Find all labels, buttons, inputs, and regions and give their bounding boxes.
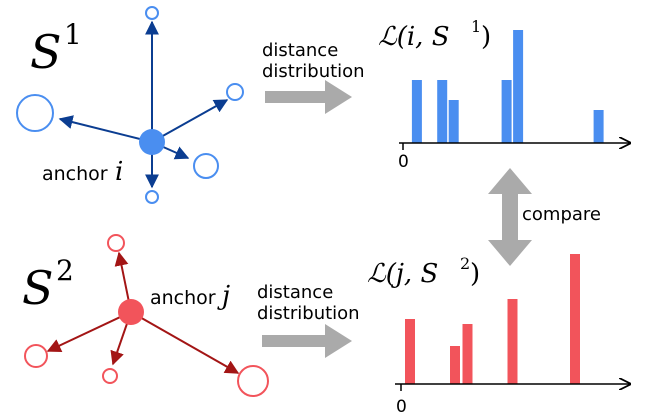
- bottom-set-label: S 2: [22, 254, 74, 315]
- top-node-right: [193, 153, 219, 179]
- top-chart-zero-label: 0: [398, 152, 409, 172]
- top-node-down: [145, 190, 159, 204]
- bottom-bar-2: [450, 346, 460, 384]
- top-dist-title: ℒ(i, S 1 ): [378, 17, 491, 52]
- bottom-edge-left: [46, 311, 132, 352]
- top-bar-5: [513, 30, 524, 143]
- bottom-bar-1: [405, 319, 415, 384]
- top-distance-arrow: distance distribution: [262, 40, 365, 114]
- svg-text:1: 1: [64, 18, 82, 51]
- svg-text:ℒ(j, S: ℒ(j, S: [367, 259, 438, 289]
- bottom-bar-3: [462, 324, 473, 384]
- svg-text:1: 1: [471, 17, 481, 36]
- bottom-node-up: [107, 234, 125, 252]
- svg-text:ℒ(i, S: ℒ(i, S: [378, 22, 450, 52]
- svg-text:distance: distance: [257, 282, 333, 303]
- top-bar-3: [448, 100, 459, 143]
- bottom-anchor-node: [118, 299, 144, 325]
- compare-arrow: compare: [488, 168, 601, 266]
- bottom-bar-4: [507, 299, 518, 384]
- bottom-anchor-label: anchor j: [150, 281, 230, 311]
- compare-arrow-shape: [488, 168, 532, 266]
- svg-text:anchor: anchor: [150, 287, 216, 309]
- top-bar-chart: 0: [398, 30, 630, 172]
- top-node-left: [16, 94, 54, 132]
- svg-text:): ): [470, 259, 480, 289]
- top-anchor-label: anchor i: [42, 157, 123, 187]
- top-bar-2: [437, 80, 448, 143]
- bottom-star-graph: [24, 234, 269, 397]
- top-bar-4: [501, 80, 512, 143]
- bottom-bar-chart: 0: [395, 254, 630, 417]
- top-edge-upright: [151, 99, 229, 143]
- bottom-arrow-shape: [262, 324, 352, 358]
- bottom-bar-5: [570, 254, 580, 384]
- compare-label: compare: [522, 204, 601, 225]
- svg-text:i: i: [115, 157, 123, 187]
- svg-text:S: S: [30, 25, 62, 79]
- svg-text:distribution: distribution: [262, 61, 365, 82]
- top-edge-left: [58, 115, 153, 143]
- svg-text:2: 2: [460, 254, 470, 273]
- svg-text:S: S: [22, 261, 54, 315]
- top-star-graph: [16, 6, 244, 204]
- svg-text:distribution: distribution: [257, 303, 360, 324]
- top-bar-6: [593, 110, 604, 143]
- svg-text:j: j: [217, 281, 230, 311]
- svg-text:2: 2: [56, 254, 74, 287]
- top-node-up: [145, 6, 159, 20]
- top-arrow-shape: [265, 80, 352, 114]
- top-set-label: S 1: [30, 18, 82, 79]
- top-bar-1: [411, 80, 422, 143]
- bottom-node-down: [102, 368, 118, 384]
- bottom-node-right: [237, 365, 269, 397]
- top-node-upright: [226, 83, 244, 101]
- svg-text:): ): [481, 22, 491, 52]
- bottom-distance-arrow: distance distribution: [257, 282, 360, 358]
- bottom-dist-title: ℒ(j, S 2 ): [367, 254, 480, 289]
- bottom-edge-right: [130, 311, 240, 374]
- bottom-chart-zero-label: 0: [396, 397, 407, 417]
- svg-text:distance: distance: [262, 40, 338, 61]
- svg-text:anchor: anchor: [42, 163, 108, 185]
- top-anchor-node: [139, 129, 165, 155]
- bottom-node-left: [24, 344, 48, 368]
